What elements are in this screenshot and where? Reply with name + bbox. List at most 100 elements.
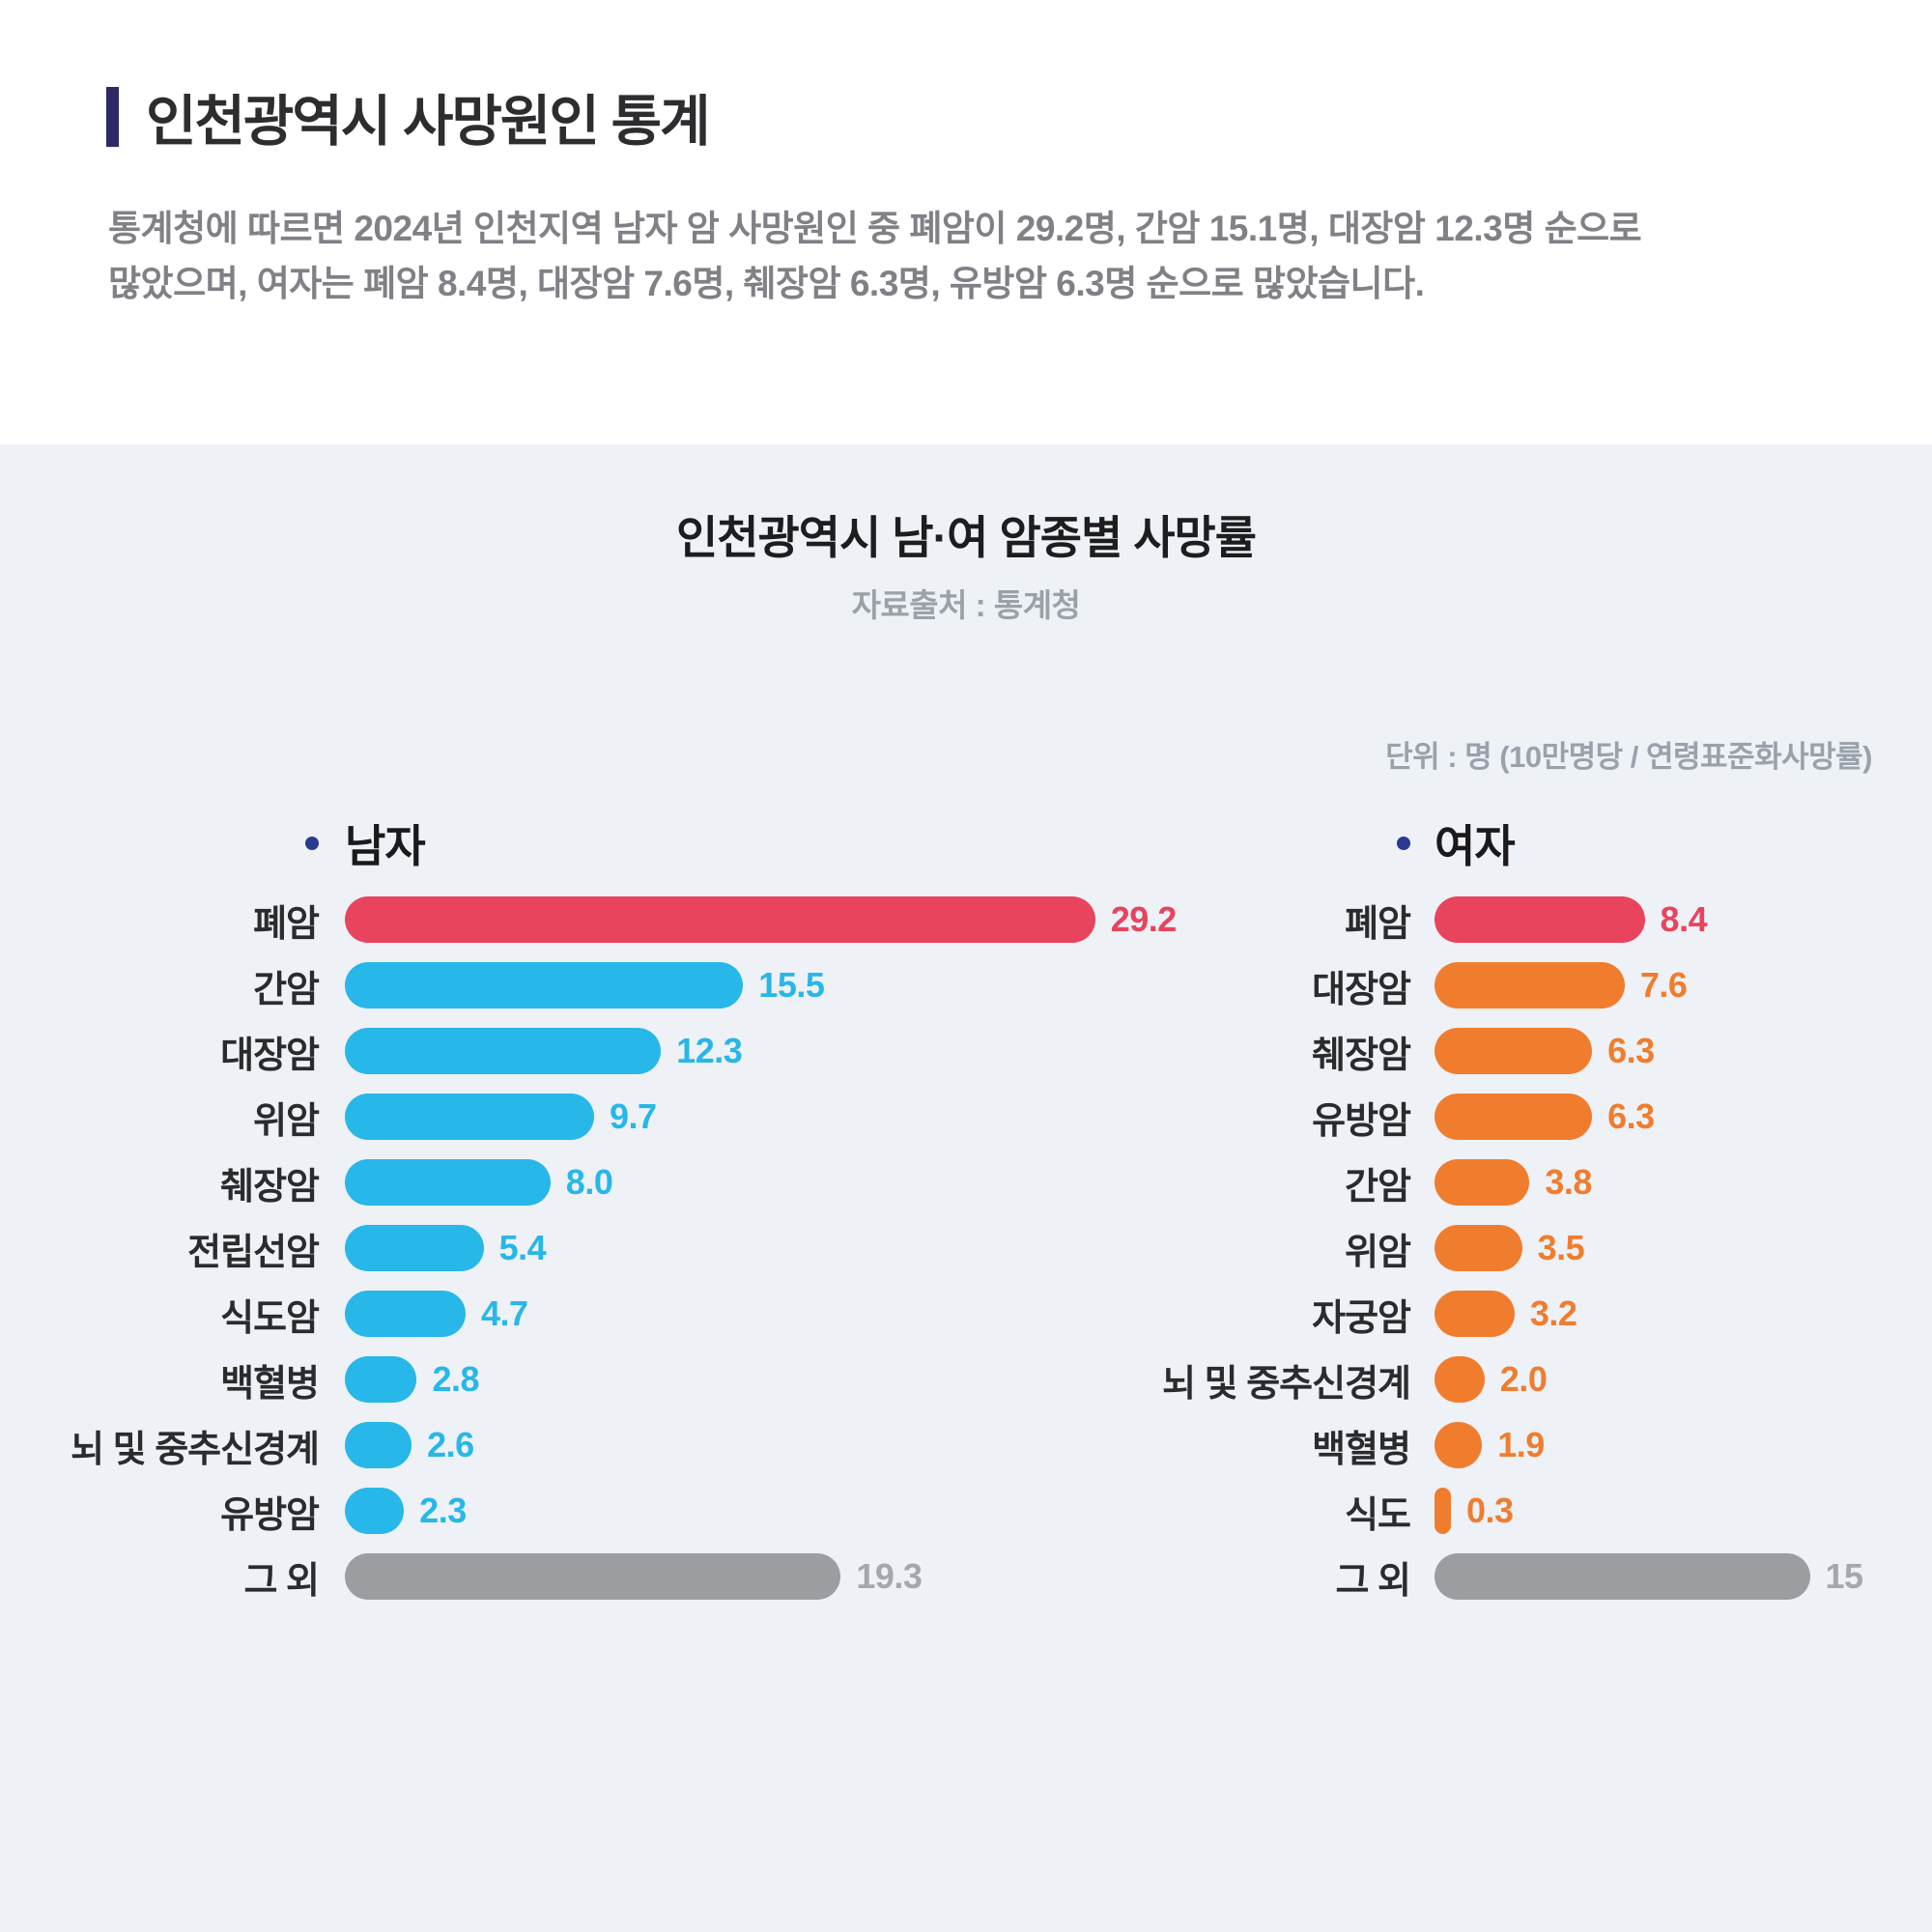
page-description: 통계청에 따르면 2024년 인천지역 남자 암 사망원인 중 폐암이 29.2… [108,209,1642,304]
bar [345,962,744,1009]
bar [1435,1225,1522,1271]
male-bar-row: 백혈병 2.8 [48,1347,1217,1412]
bar-label: 췌장암 [220,1166,320,1208]
bar-label: 식도 [1345,1494,1411,1536]
female-bar-row: 유방암 6.3 [1121,1084,1932,1150]
bar-value: 2.3 [419,1491,467,1530]
female-legend-ring-cell [1121,837,1410,850]
bar-label: 췌장암 [1312,1035,1411,1076]
female-bar-rows: 폐암 8.4 대장암 7.6 췌장암 6.3 유방암 6.3 간암 3.8 위암 3.5 자궁암 3.2 뇌… [1121,887,1932,1609]
bar-track: 1.9 [1435,1422,1932,1468]
bar-label: 식도암 [220,1297,320,1339]
bar-track: 5.4 [345,1225,1217,1271]
bar-value: 7.6 [1639,965,1688,1005]
female-bar-row: 백혈병 1.9 [1121,1412,1932,1478]
bar-label: 뇌 및 중추신경계 [1162,1363,1411,1405]
female-bar-row: 췌장암 6.3 [1121,1018,1932,1084]
male-legend-label: 남자 [345,821,426,871]
bar-track: 2.0 [1435,1356,1932,1403]
bar-label: 전립선암 [187,1232,320,1273]
bar-track: 2.6 [345,1422,1217,1468]
bar-label: 백혈병 [1312,1429,1411,1470]
bar-track: 15.5 [345,962,1217,1009]
bar-value: 6.3 [1607,1031,1655,1070]
male-legend: 남자 [48,811,1217,871]
male-bar-row: 위암 9.7 [48,1084,1217,1150]
bar-label: 대장암 [1312,969,1411,1010]
bar [345,896,1095,943]
female-bar-row: 대장암 7.6 [1121,952,1932,1018]
page-header: 인천광역시 사망원인 통계 통계청에 따르면 2024년 인천지역 남자 암 사… [0,0,1932,444]
bar-value: 4.7 [481,1293,528,1333]
bar-track: 15 [1435,1553,1932,1600]
bar [345,1094,595,1140]
male-legend-bullet-icon [305,837,319,850]
bar [1435,1028,1593,1074]
bar [1435,1422,1483,1468]
female-bar-row: 폐암 8.4 [1121,887,1932,952]
bar-label: 폐암 [1345,903,1411,945]
bar [345,1356,417,1403]
chart-source: 자료출처 : 통계청 [851,587,1081,623]
male-bar-row: 뇌 및 중추신경계 2.6 [48,1412,1217,1478]
bar-track: 9.7 [345,1094,1217,1140]
bar-track: 0.3 [1435,1488,1932,1534]
female-legend: 여자 [1121,811,1932,871]
male-bar-row: 간암 15.5 [48,952,1217,1018]
bar [345,1159,551,1206]
bar [345,1291,467,1337]
bar-value: 1.9 [1497,1425,1545,1464]
page-title-row: 인천광역시 사망원인 통계 [106,77,711,156]
bar [345,1225,484,1271]
bar [345,1488,405,1534]
female-legend-label: 여자 [1435,821,1516,871]
bar-track: 6.3 [1435,1094,1932,1140]
bar-track: 2.8 [345,1356,1217,1403]
bar-label: 유방암 [1312,1100,1411,1142]
bar-value: 2.6 [427,1425,474,1464]
bar-value: 8.4 [1660,899,1708,939]
bar-track: 29.2 [345,896,1217,943]
male-bar-row: 췌장암 8.0 [48,1150,1217,1215]
bar-value: 29.2 [1110,899,1178,939]
female-chart-column: 여자 폐암 8.4 대장암 7.6 췌장암 6.3 유방암 6.3 간암 3.8 위암 3.5 자궁암 3… [1121,811,1932,1609]
chart-title: 인천광역시 남·여 암종별 사망률 [676,512,1257,563]
bar-label: 위암 [253,1100,320,1142]
page-title: 인천광역시 사망원인 통계 [146,91,711,153]
bar-label: 그 외 [1335,1560,1411,1602]
bar-value: 19.3 [856,1556,923,1596]
male-bar-row: 그 외 19.3 [48,1544,1217,1609]
male-bar-row: 유방암 2.3 [48,1478,1217,1544]
bar-value: 2.0 [1499,1359,1548,1399]
bar [1435,1356,1485,1403]
bar-label: 위암 [1345,1232,1411,1273]
male-bar-row: 전립선암 5.4 [48,1215,1217,1281]
male-bar-row: 식도암 4.7 [48,1281,1217,1347]
bar-track: 2.3 [345,1488,1217,1534]
bar-value: 5.4 [498,1228,547,1267]
bar [1435,1094,1593,1140]
bar-value: 8.0 [565,1162,613,1202]
bar-value: 0.3 [1466,1491,1514,1530]
male-bar-row: 대장암 12.3 [48,1018,1217,1084]
bar-label: 폐암 [253,903,320,945]
bar-label: 간암 [253,969,320,1010]
bar-value: 3.5 [1537,1228,1585,1267]
bar-label: 간암 [1345,1166,1411,1208]
bar [1435,1553,1810,1600]
bar [1435,1488,1451,1534]
bar-label: 그 외 [243,1560,320,1602]
bar-value: 12.3 [676,1031,743,1070]
bar-label: 대장암 [220,1035,320,1076]
bar [345,1028,662,1074]
female-bar-row: 자궁암 3.2 [1121,1281,1932,1347]
female-bar-row: 뇌 및 중추신경계 2.0 [1121,1347,1932,1412]
male-bar-rows: 폐암 29.2 간암 15.5 대장암 12.3 위암 9.7 췌장암 8.0 전립선암 5.4 식도암… [48,887,1217,1609]
bar [1435,1159,1530,1206]
female-legend-bullet-icon [1397,837,1410,850]
bar-track: 19.3 [345,1553,1217,1600]
bar-track: 7.6 [1435,962,1932,1009]
bar-value: 3.8 [1545,1162,1592,1202]
unit-note: 단위 : 명 (10만명당 / 연령표준화사망률) [1385,740,1872,774]
bar-track: 8.0 [345,1159,1217,1206]
